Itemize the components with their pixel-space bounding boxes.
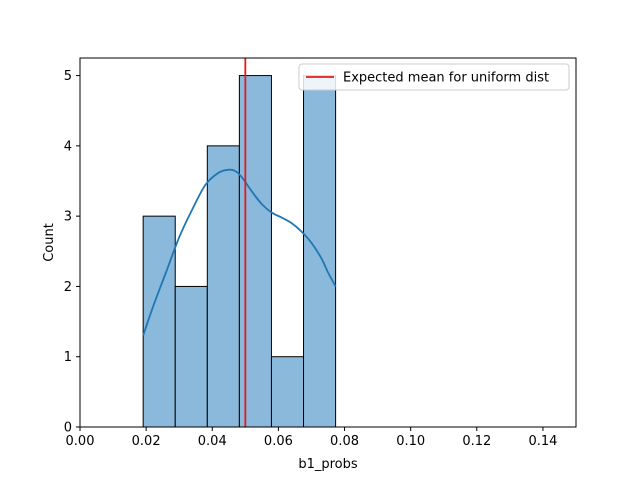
y-tick-label: 1: [64, 350, 72, 365]
y-tick-label: 3: [64, 210, 72, 225]
x-tick-label: 0.02: [132, 434, 161, 449]
y-tick-label: 5: [64, 69, 72, 84]
legend-label: Expected mean for uniform dist: [343, 71, 549, 86]
legend: Expected mean for uniform dist: [298, 63, 570, 91]
histogram-bar: [174, 285, 208, 428]
histogram-bars: [142, 75, 337, 428]
histogram-bar: [238, 75, 272, 428]
y-axis-label: Count: [42, 223, 57, 262]
x-tick-label: 0.00: [66, 434, 95, 449]
x-tick-label: 0.06: [264, 434, 293, 449]
histogram-bar: [206, 145, 240, 428]
plot-area-frame: [79, 57, 577, 428]
y-tick-label: 0: [64, 421, 72, 436]
legend-box: [298, 63, 570, 91]
histogram-bar: [303, 75, 337, 428]
x-tick-label: 0.12: [462, 434, 491, 449]
x-tick-label: 0.10: [396, 434, 425, 449]
kde-curve: [142, 168, 337, 336]
x-axis-label: b1_probs: [298, 457, 358, 472]
x-axis-ticks: 0.00 0.02 0.04 0.06 0.08 0.10 0.12 0.14: [66, 427, 557, 449]
y-axis-ticks: 0 1 2 3 4 5: [64, 69, 80, 436]
y-tick-label: 4: [64, 139, 72, 154]
x-tick-label: 0.14: [528, 434, 557, 449]
y-tick-label: 2: [64, 280, 72, 295]
x-tick-label: 0.08: [330, 434, 359, 449]
x-tick-label: 0.04: [198, 434, 227, 449]
histogram-bar: [270, 356, 305, 428]
